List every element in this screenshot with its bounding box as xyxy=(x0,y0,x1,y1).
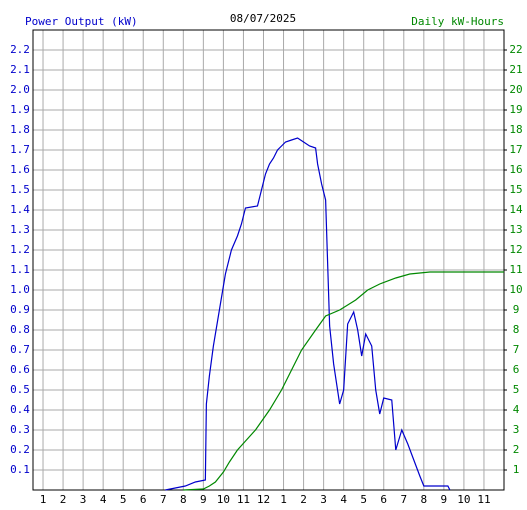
y-tick-label: 0.5 xyxy=(10,383,30,396)
y2-tick-label: 21 xyxy=(509,63,522,76)
y-tick-label: 0.4 xyxy=(10,403,30,416)
y-tick-label: 1.5 xyxy=(10,183,30,196)
y-tick-label: 0.6 xyxy=(10,363,30,376)
x-tick-label: 1 xyxy=(280,493,287,506)
y2-tick-label: 13 xyxy=(509,223,522,236)
y2-tick-label: 16 xyxy=(509,163,522,176)
x-tick-label: 7 xyxy=(160,493,167,506)
x-tick-label: 3 xyxy=(80,493,87,506)
plot-frame xyxy=(32,29,505,491)
x-tick-label: 9 xyxy=(441,493,448,506)
y2-tick-label: 5 xyxy=(513,383,520,396)
x-tick-label: 9 xyxy=(200,493,207,506)
x-tick-label: 2 xyxy=(60,493,67,506)
series-line xyxy=(165,137,451,491)
y2-tick-label: 6 xyxy=(513,363,520,376)
series-line xyxy=(183,271,504,491)
y-tick-label: 0.2 xyxy=(10,443,30,456)
y2-tick-label: 12 xyxy=(509,243,522,256)
y2-tick-label: 22 xyxy=(509,43,522,56)
y-tick-label: 1.1 xyxy=(10,263,30,276)
y-tick-label: 0.3 xyxy=(10,423,30,436)
y2-tick-label: 19 xyxy=(509,103,522,116)
x-tick-label: 8 xyxy=(180,493,187,506)
y-tick-label: 0.9 xyxy=(10,303,30,316)
y-tick-label: 1.3 xyxy=(10,223,30,236)
x-tick-label: 4 xyxy=(340,493,347,506)
y2-tick-label: 9 xyxy=(513,303,520,316)
x-tick-label: 1 xyxy=(40,493,47,506)
chart-title: 08/07/2025 xyxy=(230,12,296,25)
y-tick-label: 2.2 xyxy=(10,43,30,56)
x-tick-label: 4 xyxy=(100,493,107,506)
y-tick-label: 1.2 xyxy=(10,243,30,256)
x-tick-label: 11 xyxy=(477,493,490,506)
y-tick-label: 1.4 xyxy=(10,203,30,216)
y-tick-label: 1.6 xyxy=(10,163,30,176)
y-tick-label: 1.8 xyxy=(10,123,30,136)
x-tick-label: 8 xyxy=(421,493,428,506)
y2-tick-label: 4 xyxy=(513,403,520,416)
y2-tick-label: 3 xyxy=(513,423,520,436)
x-tick-label: 10 xyxy=(457,493,470,506)
x-tick-label: 5 xyxy=(120,493,127,506)
y2-tick-label: 8 xyxy=(513,323,520,336)
x-tick-label: 6 xyxy=(380,493,387,506)
y2-tick-label: 18 xyxy=(509,123,522,136)
y-tick-label: 1.7 xyxy=(10,143,30,156)
x-tick-label: 12 xyxy=(257,493,270,506)
y2-tick-label: 14 xyxy=(509,203,523,216)
y-tick-label: 0.1 xyxy=(10,463,30,476)
x-tick-label: 10 xyxy=(217,493,230,506)
x-tick-label: 2 xyxy=(300,493,307,506)
y2-tick-label: 15 xyxy=(509,183,522,196)
x-tick-label: 11 xyxy=(237,493,250,506)
y-tick-label: 0.7 xyxy=(10,343,30,356)
y-tick-label: 0.8 xyxy=(10,323,30,336)
y2-tick-label: 11 xyxy=(509,263,522,276)
y2-tick-label: 2 xyxy=(513,443,520,456)
y-tick-label: 2.0 xyxy=(10,83,30,96)
y2-tick-label: 1 xyxy=(513,463,520,476)
legend-left: Power Output (kW) xyxy=(25,15,138,28)
x-tick-label: 5 xyxy=(360,493,367,506)
x-tick-label: 6 xyxy=(140,493,147,506)
x-tick-label: 3 xyxy=(320,493,327,506)
y2-tick-label: 17 xyxy=(509,143,522,156)
legend-right: Daily kW-Hours xyxy=(411,15,504,28)
y2-tick-label: 10 xyxy=(509,283,522,296)
x-tick-label: 7 xyxy=(400,493,407,506)
y-tick-label: 2.1 xyxy=(10,63,30,76)
y2-tick-label: 20 xyxy=(509,83,522,96)
y-tick-label: 1.0 xyxy=(10,283,30,296)
y-tick-label: 1.9 xyxy=(10,103,30,116)
y2-tick-label: 7 xyxy=(513,343,520,356)
